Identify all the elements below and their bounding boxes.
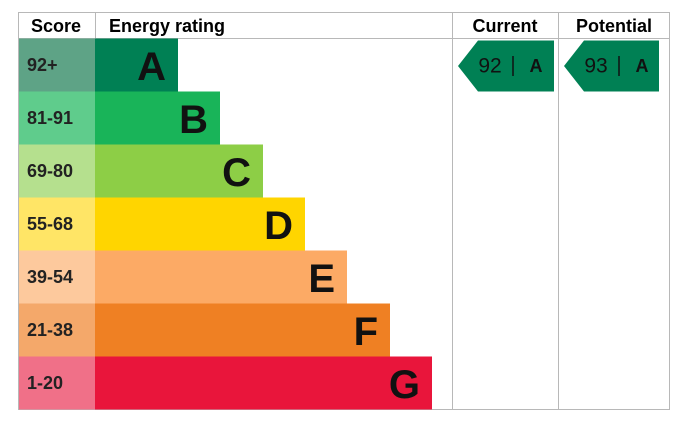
score-cell [19,197,95,251]
score-label: 21-38 [27,320,73,340]
rating-bar [95,38,178,92]
rating-bar [95,303,390,357]
rating-bar [95,144,263,198]
current-letter: A [530,56,543,76]
header-potential: Potential [576,16,652,36]
rating-bar [95,197,305,251]
potential-letter: A [636,56,649,76]
score-label: 81-91 [27,108,73,128]
rating-bar [95,91,220,145]
score-cell [19,144,95,198]
score-label: 55-68 [27,214,73,234]
header-energy-rating: Energy rating [109,16,225,36]
score-label: 39-54 [27,267,73,287]
score-cell [19,38,95,92]
rating-bar [95,356,432,410]
score-cell [19,356,95,410]
rating-bar [95,250,347,304]
score-label: 69-80 [27,161,73,181]
rating-letter: E [308,257,335,301]
current-value: 92 [478,55,501,78]
rating-letter: B [179,98,208,142]
rating-letter: F [354,310,378,354]
score-label: 1-20 [27,373,63,393]
current-arrow [458,40,554,92]
rating-letter: D [264,204,293,248]
header-score: Score [31,16,81,36]
score-label: 92+ [27,55,58,75]
score-cell [19,250,95,304]
potential-value: 93 [584,55,607,78]
potential-arrow [564,40,659,92]
score-cell [19,303,95,357]
rating-letter: C [222,151,251,195]
rating-letter: G [389,363,420,407]
score-cell [19,91,95,145]
rating-letter: A [137,45,166,89]
header-current: Current [472,16,537,36]
